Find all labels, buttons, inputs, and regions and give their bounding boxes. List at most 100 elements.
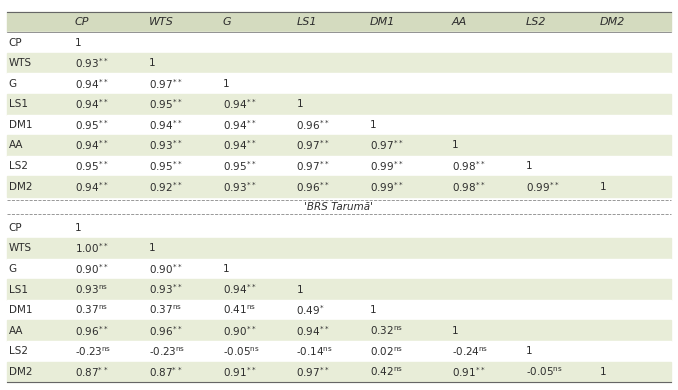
Text: DM1: DM1 [9,305,33,315]
Text: LS2: LS2 [525,17,546,27]
Text: 0.95$^{\mathregular{**}}$: 0.95$^{\mathregular{**}}$ [75,159,108,173]
Bar [7,176,671,197]
Text: -0.14$^{\mathregular{ns}}$: -0.14$^{\mathregular{ns}}$ [296,345,334,358]
Text: 0.99$^{\mathregular{**}}$: 0.99$^{\mathregular{**}}$ [525,180,559,193]
Text: 0.97$^{\mathregular{**}}$: 0.97$^{\mathregular{**}}$ [296,365,330,379]
Text: 0.90$^{\mathregular{**}}$: 0.90$^{\mathregular{**}}$ [75,262,108,276]
Text: 0.90$^{\mathregular{**}}$: 0.90$^{\mathregular{**}}$ [222,324,256,338]
Text: 0.95$^{\mathregular{**}}$: 0.95$^{\mathregular{**}}$ [148,98,182,111]
Text: 0.90$^{\mathregular{**}}$: 0.90$^{\mathregular{**}}$ [148,262,182,276]
Text: 0.95$^{\mathregular{**}}$: 0.95$^{\mathregular{**}}$ [75,118,108,132]
Bar [7,53,671,73]
Text: 0.93$^{\mathregular{**}}$: 0.93$^{\mathregular{**}}$ [222,180,256,193]
Text: 0.94$^{\mathregular{**}}$: 0.94$^{\mathregular{**}}$ [296,324,330,338]
Text: 0.93$^{\mathregular{ns}}$: 0.93$^{\mathregular{ns}}$ [75,284,108,296]
Text: AA: AA [452,17,467,27]
Text: DM2: DM2 [9,367,33,377]
Text: 1: 1 [75,37,81,48]
Text: WTS: WTS [9,243,32,254]
Text: 0.32$^{\mathregular{ns}}$: 0.32$^{\mathregular{ns}}$ [370,324,403,337]
Text: 1: 1 [370,120,377,130]
Text: 0.94$^{\mathregular{**}}$: 0.94$^{\mathregular{**}}$ [222,98,256,111]
Text: 1: 1 [370,305,377,315]
Text: 0.92$^{\mathregular{**}}$: 0.92$^{\mathregular{**}}$ [148,180,182,193]
Text: 1.00$^{\mathregular{**}}$: 1.00$^{\mathregular{**}}$ [75,241,108,255]
Text: -0.05$^{\mathregular{ns}}$: -0.05$^{\mathregular{ns}}$ [222,345,260,358]
Text: 0.37$^{\mathregular{ns}}$: 0.37$^{\mathregular{ns}}$ [148,304,182,316]
Bar [7,73,671,94]
Text: DM2: DM2 [599,17,625,27]
Bar [7,12,671,32]
Text: AA: AA [9,140,23,151]
Text: CP: CP [75,17,89,27]
Text: G: G [9,79,17,89]
Text: 0.91$^{\mathregular{**}}$: 0.91$^{\mathregular{**}}$ [222,365,256,379]
Bar [7,94,671,115]
Text: 0.37$^{\mathregular{ns}}$: 0.37$^{\mathregular{ns}}$ [75,304,108,316]
Text: 1: 1 [148,58,155,68]
Text: DM1: DM1 [370,17,395,27]
Text: 0.94$^{\mathregular{**}}$: 0.94$^{\mathregular{**}}$ [222,283,256,296]
Text: 1: 1 [452,140,458,151]
Text: 1: 1 [296,99,303,109]
Text: 0.94$^{\mathregular{**}}$: 0.94$^{\mathregular{**}}$ [222,118,256,132]
Text: DM2: DM2 [9,182,33,191]
Text: 1: 1 [525,346,532,356]
Text: 0.99$^{\mathregular{**}}$: 0.99$^{\mathregular{**}}$ [370,159,404,173]
Text: 0.94$^{\mathregular{**}}$: 0.94$^{\mathregular{**}}$ [75,180,108,193]
Text: 0.97$^{\mathregular{**}}$: 0.97$^{\mathregular{**}}$ [148,77,182,90]
Text: 0.93$^{\mathregular{**}}$: 0.93$^{\mathregular{**}}$ [148,138,182,152]
Text: 0.94$^{\mathregular{**}}$: 0.94$^{\mathregular{**}}$ [75,138,108,152]
Text: 0.99$^{\mathregular{**}}$: 0.99$^{\mathregular{**}}$ [370,180,404,193]
Text: 0.96$^{\mathregular{**}}$: 0.96$^{\mathregular{**}}$ [296,118,330,132]
Text: 0.97$^{\mathregular{**}}$: 0.97$^{\mathregular{**}}$ [296,159,330,173]
Text: 0.94$^{\mathregular{**}}$: 0.94$^{\mathregular{**}}$ [75,77,108,90]
Text: 0.49$^{\mathregular{*}}$: 0.49$^{\mathregular{*}}$ [296,303,325,317]
Text: LS2: LS2 [9,346,28,356]
Text: LS2: LS2 [9,161,28,171]
Text: 'BRS Tarumã': 'BRS Tarumã' [304,202,374,212]
Bar [7,115,671,135]
Text: 0.96$^{\mathregular{**}}$: 0.96$^{\mathregular{**}}$ [296,180,330,193]
Text: 0.87$^{\mathregular{**}}$: 0.87$^{\mathregular{**}}$ [148,365,182,379]
Bar [7,156,671,176]
Text: 1: 1 [525,161,532,171]
Text: 0.93$^{\mathregular{**}}$: 0.93$^{\mathregular{**}}$ [148,283,182,296]
Text: -0.24$^{\mathregular{ns}}$: -0.24$^{\mathregular{ns}}$ [452,345,488,358]
Text: G: G [9,264,17,274]
Text: 0.02$^{\mathregular{ns}}$: 0.02$^{\mathregular{ns}}$ [370,345,403,358]
Text: LS1: LS1 [9,99,28,109]
Text: 0.96$^{\mathregular{**}}$: 0.96$^{\mathregular{**}}$ [148,324,182,338]
Text: 0.94$^{\mathregular{**}}$: 0.94$^{\mathregular{**}}$ [75,98,108,111]
Bar [7,32,671,53]
Text: 0.93$^{\mathregular{**}}$: 0.93$^{\mathregular{**}}$ [75,56,108,70]
Bar [7,259,671,279]
Text: 0.94$^{\mathregular{**}}$: 0.94$^{\mathregular{**}}$ [148,118,182,132]
Text: 1: 1 [452,326,458,336]
Text: 0.96$^{\mathregular{**}}$: 0.96$^{\mathregular{**}}$ [75,324,108,338]
Text: 0.42$^{\mathregular{ns}}$: 0.42$^{\mathregular{ns}}$ [370,366,403,378]
Text: AA: AA [9,326,23,336]
Text: 0.97$^{\mathregular{**}}$: 0.97$^{\mathregular{**}}$ [296,138,330,152]
Text: WTS: WTS [9,58,32,68]
Text: 0.98$^{\mathregular{**}}$: 0.98$^{\mathregular{**}}$ [452,180,485,193]
Text: 1: 1 [599,182,606,191]
Text: 1: 1 [222,79,229,89]
Text: 1: 1 [599,367,606,377]
Text: 0.95$^{\mathregular{**}}$: 0.95$^{\mathregular{**}}$ [222,159,256,173]
Bar [7,341,671,362]
Text: LS1: LS1 [296,17,317,27]
Text: 0.98$^{\mathregular{**}}$: 0.98$^{\mathregular{**}}$ [452,159,485,173]
Bar [7,321,671,341]
Text: CP: CP [9,223,22,233]
Text: -0.23$^{\mathregular{ns}}$: -0.23$^{\mathregular{ns}}$ [148,345,185,358]
Text: DM1: DM1 [9,120,33,130]
Text: 1: 1 [222,264,229,274]
Bar [7,362,671,382]
Text: CP: CP [9,37,22,48]
Bar [7,238,671,259]
Text: 1: 1 [75,223,81,233]
Bar [7,279,671,300]
Text: G: G [222,17,231,27]
Text: WTS: WTS [148,17,174,27]
